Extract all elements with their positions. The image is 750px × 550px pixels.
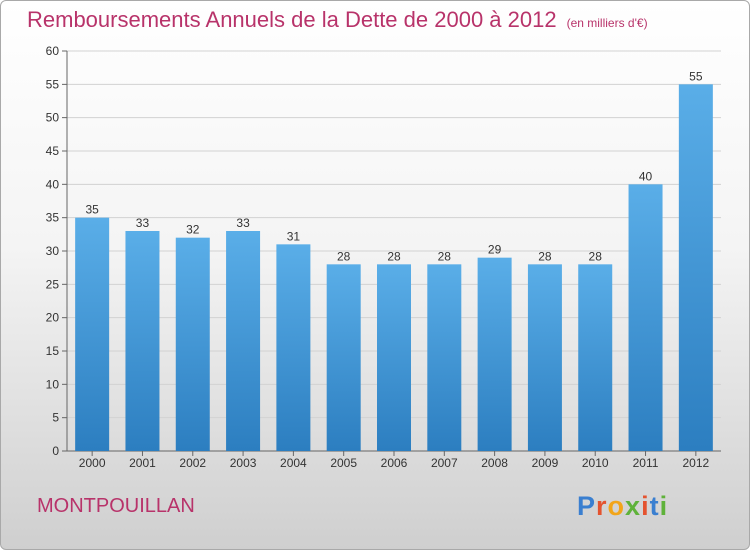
chart-title: Remboursements Annuels de la Dette de 20… <box>27 7 648 33</box>
logo-letter: t <box>649 491 660 521</box>
y-tick-label: 25 <box>46 277 60 291</box>
bar <box>326 264 361 451</box>
bar <box>226 231 261 451</box>
bar <box>628 184 663 452</box>
bar <box>276 244 311 451</box>
data-label: 31 <box>287 229 301 243</box>
y-tick-label: 45 <box>46 144 60 158</box>
data-label: 28 <box>589 249 603 263</box>
x-tick-label: 2012 <box>682 456 709 470</box>
y-tick-label: 0 <box>52 444 59 458</box>
x-tick-label: 2004 <box>280 456 307 470</box>
y-tick-label: 50 <box>46 111 60 125</box>
data-label: 33 <box>236 216 250 230</box>
chart-subtitle: (en milliers d'€) <box>566 16 648 30</box>
x-tick-label: 2010 <box>582 456 609 470</box>
data-label: 28 <box>438 249 452 263</box>
data-label: 28 <box>337 249 351 263</box>
x-tick-label: 2007 <box>431 456 458 470</box>
place-name: MONTPOUILLAN <box>37 495 195 517</box>
logo-letter: P <box>577 491 597 521</box>
data-label: 35 <box>85 203 99 217</box>
data-label: 55 <box>689 69 703 83</box>
bar <box>527 264 562 451</box>
data-label: 28 <box>538 249 552 263</box>
x-tick-label: 2006 <box>381 456 408 470</box>
x-tick-label: 2001 <box>129 456 156 470</box>
y-tick-label: 60 <box>46 44 60 58</box>
y-tick-label: 40 <box>46 177 60 191</box>
data-label: 29 <box>488 243 502 257</box>
x-tick-label: 2000 <box>79 456 106 470</box>
data-label: 28 <box>387 249 401 263</box>
logo-letter: o <box>607 491 626 521</box>
x-tick-label: 2003 <box>230 456 257 470</box>
logo-letter: r <box>596 491 608 521</box>
bar <box>175 237 210 451</box>
y-tick-label: 15 <box>46 344 60 358</box>
logo-letter: i <box>659 491 669 521</box>
logo-letter: i <box>641 491 650 521</box>
bar <box>477 257 512 451</box>
bar <box>427 264 462 451</box>
x-tick-label: 2002 <box>179 456 206 470</box>
data-label: 40 <box>639 169 653 183</box>
y-tick-label: 10 <box>46 377 60 391</box>
bar <box>125 231 160 451</box>
bar <box>377 264 411 451</box>
y-tick-label: 30 <box>46 244 60 258</box>
x-tick-label: 2009 <box>532 456 559 470</box>
chart-title-text: Remboursements Annuels de la Dette de 20… <box>27 7 557 32</box>
logo-letter: x <box>625 491 642 521</box>
labels: 0 5 10 15 20 25 30 35 40 45 50 55 60 35 2000 33 2001 32 20… <box>46 44 710 470</box>
x-tick-label: 2005 <box>330 456 357 470</box>
y-tick-label: 20 <box>46 311 60 325</box>
y-tick-label: 55 <box>46 77 60 91</box>
y-tick-label: 35 <box>46 211 60 225</box>
data-label: 32 <box>186 223 200 237</box>
x-tick-label: 2008 <box>481 456 508 470</box>
bar <box>678 84 713 451</box>
data-label: 33 <box>136 216 150 230</box>
bar <box>578 264 613 451</box>
bar <box>75 217 110 451</box>
y-tick-label: 5 <box>52 411 59 425</box>
x-tick-label: 2011 <box>633 456 659 470</box>
proxiti-logo: Proxiti <box>577 491 668 522</box>
bars <box>75 84 713 452</box>
